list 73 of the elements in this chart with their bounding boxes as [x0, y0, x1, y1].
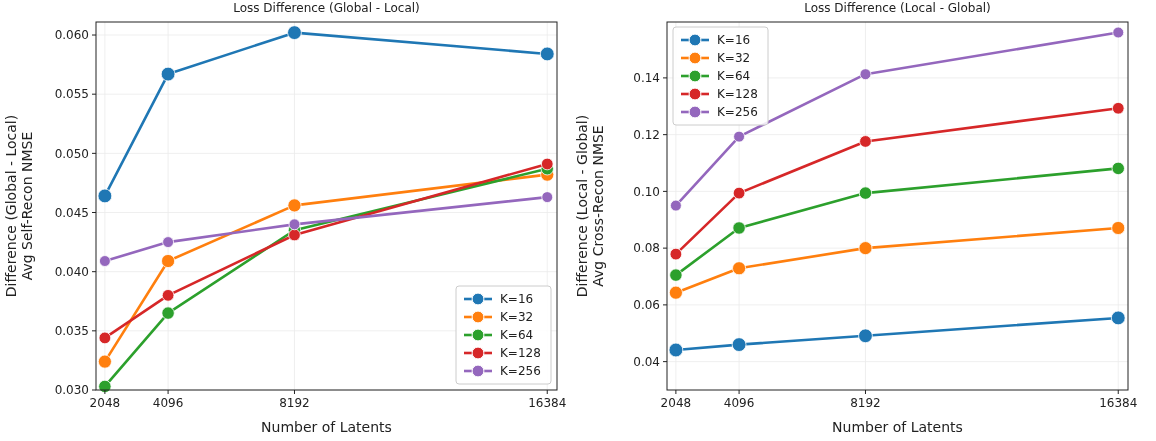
- x-tick-label: 2048: [660, 396, 692, 410]
- legend-label: K=64: [500, 328, 534, 343]
- point: [670, 199, 682, 212]
- point: [1112, 26, 1125, 39]
- y-tick-label: 0.035: [54, 324, 89, 339]
- y-tick-label: 0.060: [54, 28, 89, 43]
- point: [858, 241, 873, 256]
- y-tick-label: 0.040: [54, 264, 89, 279]
- point: [540, 157, 554, 171]
- y-tick-label: 0.12: [633, 127, 660, 142]
- point: [99, 255, 111, 267]
- x-tick-label: 2048: [89, 396, 121, 410]
- x-tick-label: 16384: [528, 396, 567, 410]
- x-tick-label: 8192: [279, 396, 310, 410]
- y-tick-label: 0.055: [54, 87, 89, 102]
- x-tick-label: 4096: [723, 396, 755, 410]
- legend-label: K=16: [500, 292, 534, 307]
- point: [287, 25, 302, 40]
- y-tick-label: 0.030: [54, 383, 89, 398]
- legend-label: K=128: [500, 346, 541, 361]
- legend-label: K=16: [717, 33, 751, 48]
- x-tick-label: 4096: [152, 396, 184, 410]
- chart-title: Loss Difference (Global - Local): [233, 1, 420, 15]
- point: [731, 337, 747, 352]
- point: [161, 306, 175, 320]
- point: [161, 289, 175, 302]
- legend-label: K=32: [717, 51, 751, 66]
- point: [858, 186, 873, 200]
- point: [97, 354, 112, 369]
- x-axis-title: Number of Latents: [832, 419, 963, 435]
- point: [287, 198, 302, 213]
- legend-label: K=32: [500, 310, 534, 325]
- point: [160, 66, 176, 82]
- y-tick-label: 0.045: [54, 205, 89, 220]
- point: [733, 130, 745, 143]
- y-tick-label: 0.14: [633, 71, 660, 86]
- y-tick-label: 0.06: [633, 298, 660, 313]
- point: [1111, 102, 1125, 115]
- x-axis-title: Number of Latents: [261, 419, 392, 435]
- legend-label: K=128: [717, 87, 758, 102]
- point: [668, 342, 684, 358]
- legend-label: K=256: [717, 105, 758, 120]
- point: [732, 186, 746, 200]
- y-tick-label: 0.08: [633, 241, 660, 256]
- point: [288, 228, 301, 242]
- point: [162, 236, 174, 248]
- point: [1111, 161, 1125, 176]
- point: [161, 254, 176, 268]
- x-tick-label: 16384: [1099, 396, 1138, 410]
- point: [858, 328, 873, 344]
- point: [859, 68, 872, 81]
- point: [541, 191, 554, 203]
- point: [98, 331, 112, 345]
- point: [1110, 310, 1126, 326]
- point: [668, 285, 683, 300]
- point: [97, 188, 113, 204]
- point: [669, 268, 683, 282]
- point: [859, 135, 872, 148]
- legend-label: K=64: [717, 69, 751, 84]
- point: [288, 218, 301, 231]
- point: [539, 46, 555, 62]
- y-axis-title: Difference (Local - Global) Avg Cross-Recon NMSE: [574, 114, 606, 298]
- legend-label: K=256: [500, 364, 541, 379]
- point: [732, 221, 746, 235]
- x-tick-label: 8192: [850, 396, 881, 410]
- chart-title: Loss Difference (Local - Global): [804, 1, 991, 15]
- y-axis-title: Difference (Global - Local) Avg Self-Recon NMSE: [3, 114, 35, 298]
- y-tick-label: 0.10: [633, 184, 660, 199]
- y-tick-label: 0.04: [633, 354, 660, 369]
- point: [669, 247, 683, 261]
- point: [1111, 221, 1126, 235]
- y-tick-label: 0.050: [54, 146, 89, 161]
- point: [732, 261, 747, 276]
